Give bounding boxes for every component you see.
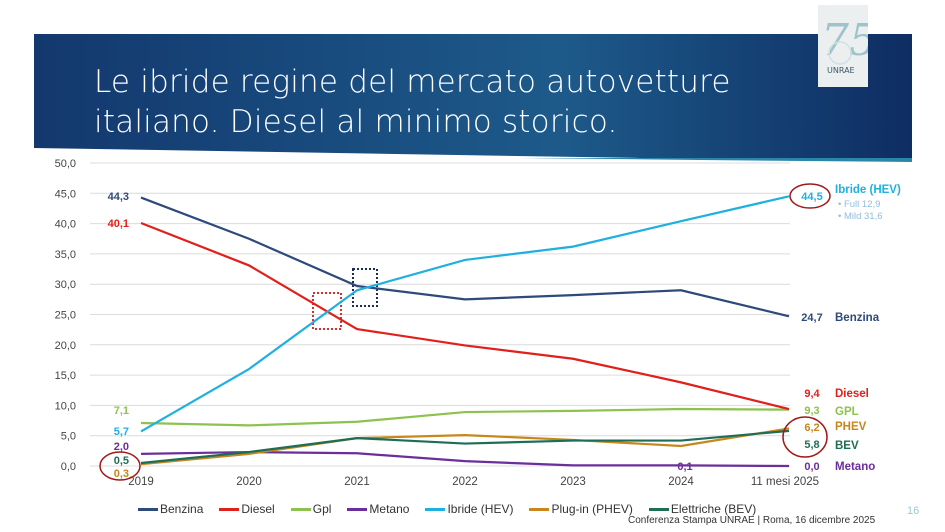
x-tick-label: 2024 — [668, 476, 694, 488]
legend-item: Elettriche (BEV) — [648, 502, 757, 516]
hev-breakdown: • Full 12,9 — [838, 199, 880, 210]
highlight-circle-2019 — [99, 451, 141, 481]
series-line-gpl — [140, 407, 790, 427]
footer-text: Conferenza Stampa UNRAE | Roma, 16 dicem… — [628, 515, 876, 526]
end-series-name: Metano — [835, 461, 875, 473]
end-value-label: 6,2 — [804, 422, 819, 434]
legend-label: Benzina — [160, 502, 204, 516]
series-line-benzina — [140, 196, 790, 318]
legend-item: Gpl — [290, 502, 332, 516]
legend-item: Metano — [347, 502, 409, 516]
start-value-label: 7,1 — [114, 405, 129, 417]
legend-item: Benzina — [138, 502, 203, 516]
legend-swatch — [138, 507, 158, 511]
series-line-diesel — [140, 221, 790, 411]
legend-swatch — [290, 507, 311, 511]
y-tick-label: 35,0 — [55, 249, 76, 261]
y-tick-label: 0,0 — [61, 461, 76, 473]
y-tick-label: 50,0 — [55, 158, 76, 170]
end-series-name: Benzina — [835, 312, 880, 324]
legend-label: Ibride (HEV) — [447, 502, 514, 516]
y-tick-label: 25,0 — [55, 310, 76, 322]
crossover-highlight-benzina — [352, 268, 378, 307]
start-value-label: 2,0 — [114, 441, 129, 453]
start-value-label: 0,5 — [114, 455, 129, 467]
legend-label: Diesel — [241, 502, 275, 516]
end-series-name: Ibride (HEV) — [835, 184, 901, 196]
page-number: 16 — [907, 505, 920, 517]
end-series-name: GPL — [835, 406, 859, 418]
x-tick-label: 2023 — [560, 476, 586, 488]
x-tick-label: 2022 — [452, 476, 478, 488]
x-tick-label: 2021 — [344, 476, 370, 488]
start-value-label: 40,1 — [108, 218, 129, 230]
end-series-name: Diesel — [835, 388, 869, 400]
svg-text:UNRAE: UNRAE — [827, 66, 855, 75]
legend-swatch — [219, 507, 240, 511]
end-series-name: BEV — [835, 440, 859, 452]
y-tick-label: 5,0 — [61, 431, 76, 443]
y-tick-label: 40,0 — [55, 219, 76, 231]
end-value-label: 9,4 — [804, 388, 820, 400]
unrae-75-logo: 75 UNRAE — [818, 5, 877, 87]
y-tick-label: 30,0 — [55, 279, 76, 291]
legend-label: Elettriche (BEV) — [670, 502, 757, 516]
series-line-ibride-hev- — [140, 195, 790, 433]
hev-breakdown: • Mild 31,6 — [838, 211, 883, 222]
legend-swatch — [347, 507, 368, 511]
x-tick-label: 2020 — [236, 476, 262, 488]
legend-item: Diesel — [219, 502, 275, 516]
legend-item: Plug-in (PHEV) — [529, 502, 633, 516]
y-tick-label: 10,0 — [55, 400, 76, 412]
legend-label: Plug-in (PHEV) — [551, 502, 633, 516]
y-tick-label: 15,0 — [55, 370, 76, 382]
legend-swatch — [529, 507, 550, 511]
crossover-highlight-diesel — [312, 292, 342, 330]
title-banner — [34, 34, 912, 162]
end-value-label: 9,3 — [804, 405, 819, 417]
highlight-circle-hev — [789, 183, 831, 209]
slide-title: Le ibride regine del mercato autovetture… — [94, 64, 731, 140]
y-tick-label: 20,0 — [55, 340, 76, 352]
start-value-label: 44,3 — [108, 191, 129, 203]
end-value-label: 0,0 — [804, 461, 819, 473]
x-tick-label: 11 mesi 2025 — [751, 476, 819, 488]
end-series-name: PHEV — [835, 421, 867, 433]
y-tick-label: 45,0 — [55, 188, 76, 200]
legend-label: Metano — [369, 502, 410, 516]
end-value-label: 5,8 — [804, 439, 819, 451]
highlight-circle-phev-bev — [782, 416, 828, 458]
legend-label: Gpl — [312, 502, 332, 516]
metano-mid-label: 0,1 — [677, 461, 692, 473]
legend-swatch — [425, 507, 446, 511]
start-value-label: 0,3 — [114, 468, 129, 480]
end-value-label: 44,5 — [801, 191, 822, 203]
legend-swatch — [648, 507, 669, 511]
x-tick-label: 2019 — [128, 476, 154, 488]
end-value-label: 24,7 — [801, 312, 822, 324]
chart-legend: Benzina Diesel Gpl Metano Ibride (HEV) Plug-i… — [138, 502, 756, 516]
series-line-plug-in-phev- — [140, 427, 790, 466]
start-value-label: 5,7 — [114, 426, 129, 438]
legend-item: Ibride (HEV) — [425, 502, 513, 516]
